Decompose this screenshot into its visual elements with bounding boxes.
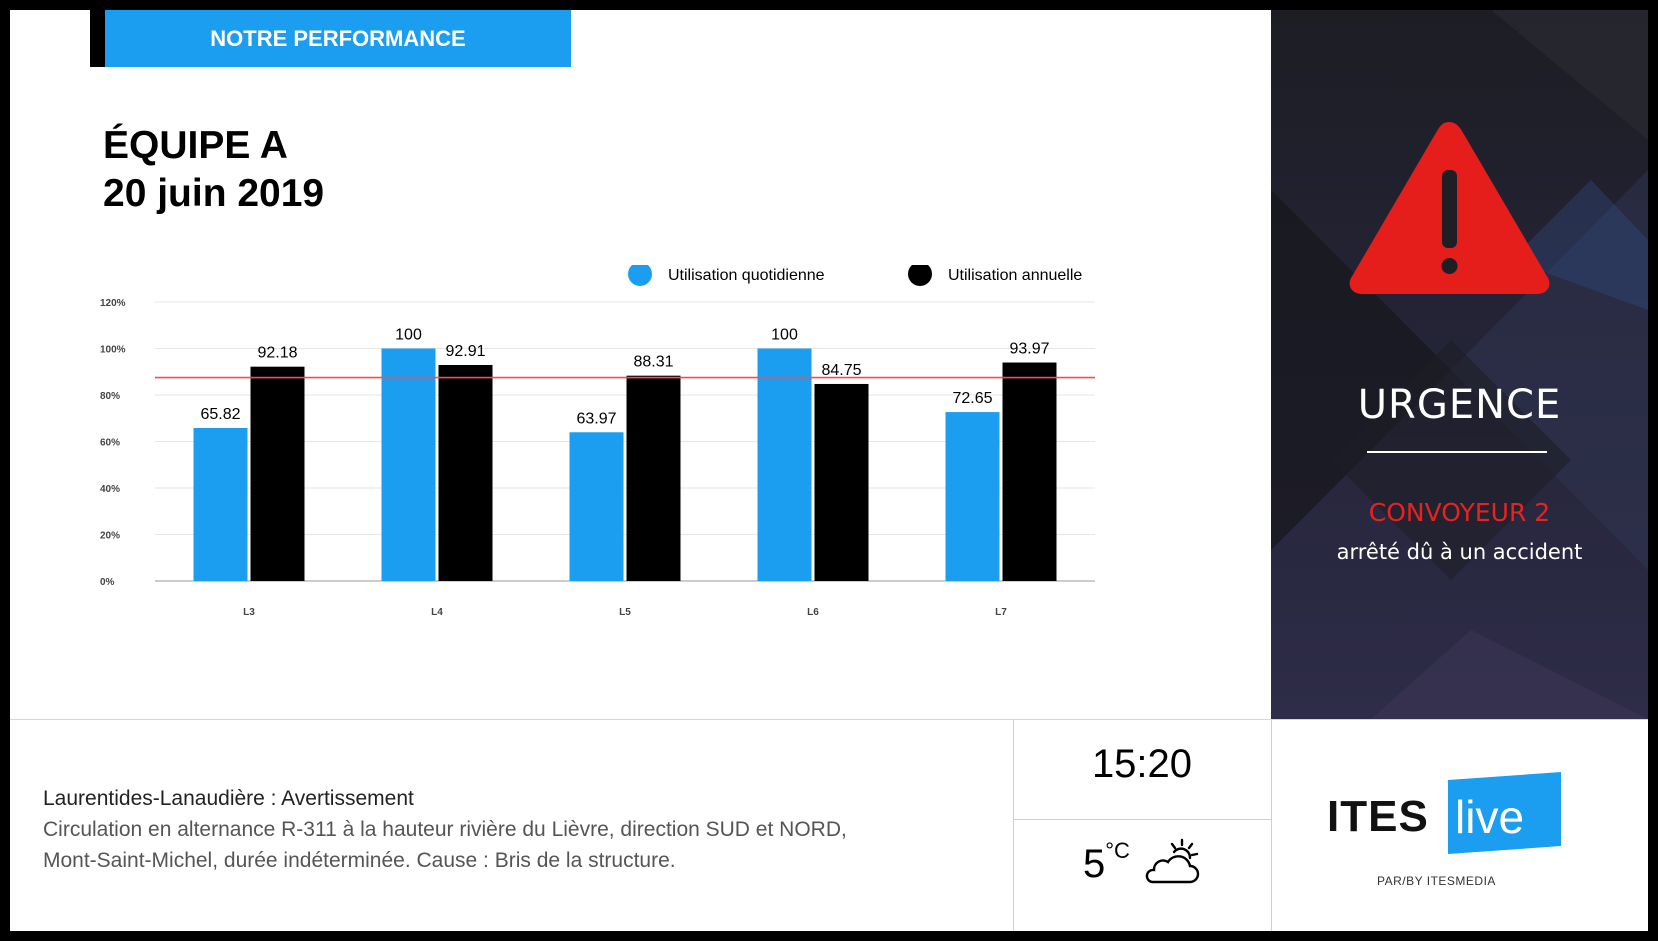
bar-l4-annual — [438, 364, 493, 581]
alert-description: arrêté dû à un accident — [1336, 540, 1583, 564]
news-ticker: Laurentides-Lanaudière : Avertissement C… — [43, 783, 963, 876]
performance-panel: NOTRE PERFORMANCE ÉQUIPE A 20 juin 2019 … — [10, 10, 1271, 719]
legend-marker — [908, 265, 932, 286]
legend-marker — [628, 265, 652, 286]
clock-time: 15:20 — [1091, 742, 1193, 786]
partly-cloudy-icon — [1145, 838, 1200, 884]
section-tab-label: NOTRE PERFORMANCE — [210, 26, 466, 51]
bar-l3-daily — [193, 427, 248, 581]
tab-accent-bar — [90, 10, 105, 67]
utilization-chart: 0% 20% 40% 60% 80% 100% 120% 65.82 92.18 L3 100 92.… — [80, 265, 1170, 665]
warning-triangle-icon — [1349, 122, 1550, 294]
background-pattern — [1271, 10, 1648, 719]
bar-l6-annual — [814, 383, 869, 581]
chart-svg: 0% 20% 40% 60% 80% 100% 120% 65.82 92.18 L3 100 92.… — [100, 265, 1095, 618]
x-tick-label: L3 — [243, 607, 255, 618]
data-label: 100 — [395, 327, 422, 344]
x-tick-label: L6 — [807, 607, 819, 618]
bar-l5-annual — [626, 375, 681, 581]
bar-l4-daily — [381, 348, 436, 581]
bar-l5-daily — [569, 432, 624, 581]
alert-divider — [1367, 451, 1547, 453]
team-title: ÉQUIPE A — [103, 124, 288, 167]
y-tick-label: 80% — [100, 391, 120, 402]
bar-l7-annual — [1002, 362, 1057, 581]
data-label: 92.18 — [257, 345, 297, 362]
news-heading: Laurentides-Lanaudière : Avertissement — [43, 787, 414, 810]
logo-product: live — [1455, 791, 1525, 843]
data-label: 93.97 — [1009, 341, 1049, 358]
screen-frame: NOTRE PERFORMANCE ÉQUIPE A 20 juin 2019 … — [10, 10, 1648, 931]
bar-l3-annual — [250, 366, 305, 581]
news-line-1: Circulation en alternance R-311 à la hau… — [43, 818, 847, 841]
y-tick-label: 100% — [100, 345, 126, 356]
section-tab: NOTRE PERFORMANCE — [90, 10, 571, 67]
bar-l6-daily — [757, 348, 812, 581]
x-tick-label: L7 — [995, 607, 1007, 618]
y-tick-label: 120% — [100, 298, 126, 309]
data-label: 88.31 — [633, 354, 673, 371]
clock-weather-divider — [1013, 819, 1271, 820]
data-label: 72.65 — [952, 390, 992, 407]
footer-bar: Laurentides-Lanaudière : Avertissement C… — [10, 719, 1648, 931]
alert-panel: URGENCE CONVOYEUR 2 arrêté dû à un accid… — [1271, 10, 1648, 719]
page-title: ÉQUIPE A 20 juin 2019 — [103, 122, 324, 218]
x-tick-label: L5 — [619, 607, 631, 618]
alert-title: URGENCE — [1357, 382, 1562, 428]
x-tick-label: L4 — [431, 607, 443, 618]
y-tick-label: 20% — [100, 531, 120, 542]
data-label: 92.91 — [445, 343, 485, 360]
news-line-2: Mont-Saint-Michel, durée indéterminée. C… — [43, 849, 676, 872]
weather-temp: 5 — [1083, 842, 1106, 886]
logo-tagline: PAR/BY ITESMEDIA — [1377, 874, 1496, 888]
data-label: 63.97 — [576, 410, 616, 427]
y-tick-label: 60% — [100, 438, 120, 449]
weather-widget: 5°C — [1083, 838, 1130, 887]
alert-subtitle: CONVOYEUR 2 — [1368, 498, 1551, 527]
legend-label: Utilisation quotidienne — [668, 267, 825, 284]
legend-label: Utilisation annuelle — [948, 267, 1082, 284]
logo-brand: ITES — [1327, 792, 1429, 841]
data-label: 65.82 — [200, 406, 240, 423]
footer-divider — [1271, 720, 1272, 931]
weather-unit: °C — [1105, 838, 1130, 863]
y-tick-label: 40% — [100, 484, 120, 495]
date-title: 20 juin 2019 — [103, 172, 325, 215]
y-tick-label: 0% — [100, 577, 115, 588]
data-label: 100 — [771, 327, 798, 344]
bar-l7-daily — [945, 412, 1000, 581]
footer-divider — [1013, 720, 1014, 931]
data-label: 84.75 — [821, 362, 861, 379]
